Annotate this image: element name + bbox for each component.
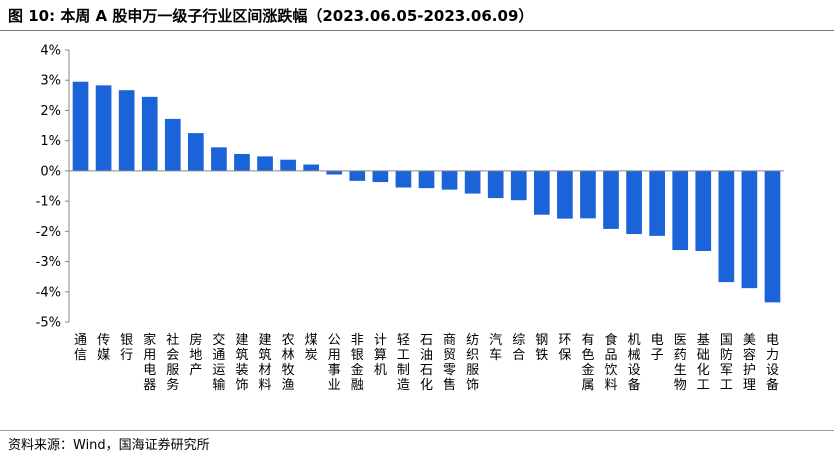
category-label: 食品饮料 (605, 332, 618, 393)
bar (303, 164, 320, 171)
category-label: 钢铁 (535, 333, 548, 363)
bar (464, 170, 481, 194)
category-label: 环保 (558, 333, 571, 363)
y-axis: 4% 3% 2% 1% 0% -1% -2% -3% -4% -5% (36, 44, 70, 331)
y-tick-label: -5% (36, 316, 61, 331)
bar (118, 90, 135, 171)
category-label: 通信 (74, 333, 87, 363)
category-label: 轻工制造 (397, 333, 410, 393)
footer-divider (0, 430, 834, 431)
bar (72, 81, 89, 171)
bar (487, 170, 504, 199)
category-label: 银行 (120, 333, 133, 363)
category-label: 建筑材料 (259, 333, 272, 393)
bar (164, 118, 181, 171)
y-tick-label: 0% (40, 164, 61, 179)
bar (280, 159, 296, 171)
category-label: 电力设备 (766, 333, 779, 393)
bar (557, 170, 573, 219)
bars-group (72, 81, 781, 303)
category-label: 美容护理 (743, 333, 756, 393)
category-label: 基础化工 (697, 333, 710, 393)
bar (141, 96, 158, 171)
category-label: 计算机 (374, 333, 387, 378)
bar (718, 170, 735, 283)
bar (649, 170, 665, 236)
category-label: 有色金属 (581, 333, 594, 393)
y-tick-label: -4% (36, 285, 61, 300)
bar (441, 170, 458, 190)
category-label: 交通运输 (212, 332, 225, 393)
category-label: 社会服务 (166, 332, 179, 393)
bar (257, 156, 273, 171)
category-label: 公用事业 (328, 333, 341, 393)
category-label: 机械设备 (628, 333, 641, 393)
bar (418, 170, 435, 189)
bar (326, 170, 343, 175)
bar (510, 170, 527, 201)
category-label: 建筑装饰 (235, 333, 248, 393)
y-tick-label: -1% (36, 195, 61, 210)
title-divider (0, 30, 834, 31)
bar (603, 170, 619, 229)
bar-chart: 4% 3% 2% 1% 0% -1% -2% -3% -4% -5% 通信传媒银行家用电器社会服务… (36, 44, 784, 393)
category-label: 煤炭 (305, 333, 318, 363)
bar (234, 153, 250, 171)
category-label: 医药生物 (674, 333, 687, 393)
bar (580, 170, 596, 219)
bar (395, 170, 412, 188)
category-label: 综合 (512, 333, 525, 363)
category-label: 石油石化 (420, 333, 433, 393)
category-label: 非银金融 (351, 333, 364, 393)
y-tick-label: 2% (40, 104, 61, 119)
y-tick-label: 1% (40, 134, 61, 149)
category-label: 传媒 (97, 333, 110, 363)
y-tick-label: -2% (36, 225, 61, 240)
category-label: 家用电器 (143, 332, 156, 393)
category-label: 商贸零售 (443, 333, 456, 393)
bar (672, 170, 689, 251)
bar (211, 147, 227, 171)
category-label: 汽车 (489, 333, 502, 363)
bar (188, 133, 204, 171)
bar (764, 170, 781, 303)
category-label: 电子 (651, 333, 664, 363)
y-tick-label: 4% (40, 44, 61, 59)
category-labels: 通信传媒银行家用电器社会服务房地产交通运输建筑装饰建筑材料农林牧渔煤炭公用事业非… (74, 332, 779, 393)
chart-title: 图 10: 本周 A 股申万一级子行业区间涨跌幅（2023.06.05-2023… (8, 7, 534, 25)
bar (349, 170, 366, 181)
y-tick-label: 3% (40, 74, 61, 89)
y-tick-label: -3% (36, 255, 61, 270)
bar (372, 170, 389, 183)
bar (533, 170, 550, 215)
category-label: 纺织服饰 (466, 333, 479, 393)
bar (626, 170, 642, 235)
category-label: 国防军工 (720, 333, 733, 393)
bar (741, 170, 758, 289)
bar (695, 170, 712, 251)
bar (95, 85, 112, 171)
category-label: 农林牧渔 (282, 333, 295, 393)
source-note: 资料来源：Wind，国海证券研究所 (8, 438, 210, 453)
category-label: 房地产 (189, 332, 202, 378)
